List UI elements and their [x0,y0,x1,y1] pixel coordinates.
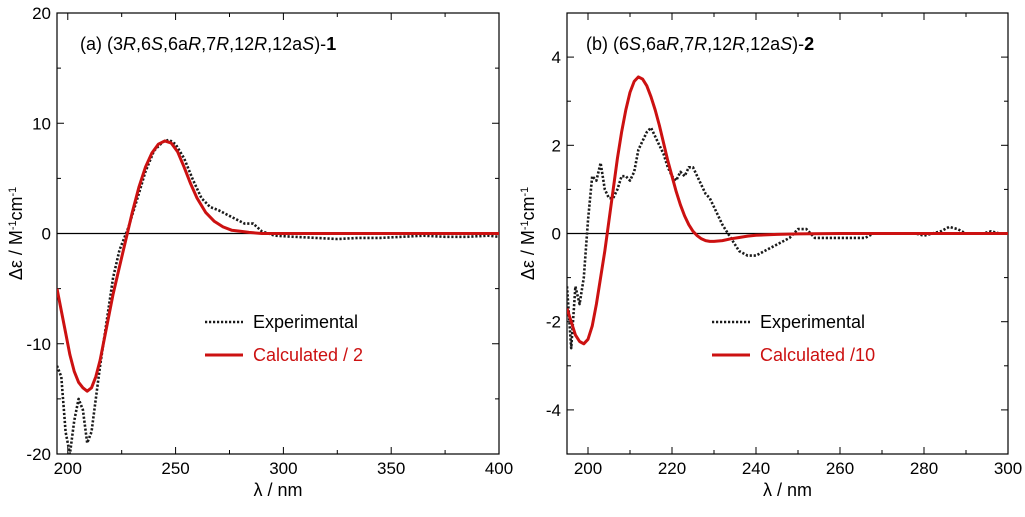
x-tick-label: 300 [269,459,297,478]
y-tick-label: -2 [546,313,561,332]
y-tick-label: 20 [32,4,51,23]
x-tick-label: 220 [658,459,686,478]
x-tick-label: 200 [574,459,602,478]
y-tick-label: -4 [546,401,561,420]
y-tick-label: 10 [32,114,51,133]
y-axis-label: Δε / M-1cm-1 [518,187,538,280]
x-tick-label: 350 [377,459,405,478]
legend-label: Experimental [253,312,358,332]
y-tick-label: 4 [552,48,561,67]
x-tick-label: 400 [485,459,513,478]
y-tick-label: 0 [42,225,51,244]
y-tick-label: 0 [552,225,561,244]
x-tick-label: 280 [910,459,938,478]
legend-label: Calculated / 2 [253,345,363,365]
x-axis-label: λ / nm [253,480,302,500]
x-axis-label: λ / nm [763,480,812,500]
chart-panel-a: 200 250 300 350 400 -20 -10 0 10 20 Experimental Ca… [6,4,513,500]
y-tick-label: -20 [26,445,51,464]
x-tick-label: 300 [994,459,1022,478]
panel-title: (a) (3R,6S,6aR,7R,12R,12aS)-1 [80,34,336,54]
legend-label: Calculated /10 [760,345,875,365]
y-tick-label: -10 [26,335,51,354]
series-line-experimental [57,138,499,454]
y-tick-label: 2 [552,136,561,155]
x-tick-label: 250 [161,459,189,478]
chart-panel-b: 200 220 240 260 280 300 -4 -2 0 2 4 Experimental Cal… [518,12,1022,500]
x-tick-label: 240 [742,459,770,478]
series-line-calculated [57,139,499,393]
panel-title: (b) (6S,6aR,7R,12R,12aS)-2 [586,34,814,54]
y-axis-label: Δε / M-1cm-1 [6,187,26,280]
x-tick-label: 200 [54,459,82,478]
legend-label: Experimental [760,312,865,332]
x-tick-label: 260 [826,459,854,478]
series-line-calculated [567,75,1008,346]
